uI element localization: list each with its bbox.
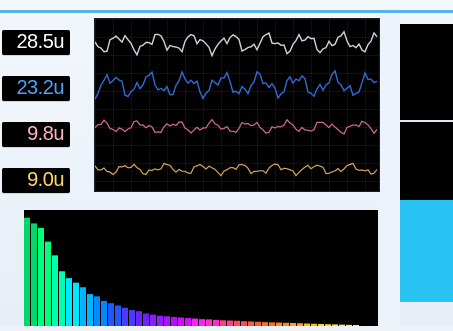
waveform-svg bbox=[95, 19, 379, 191]
spectrum-bar bbox=[206, 319, 212, 326]
spectrum-bar bbox=[269, 322, 275, 326]
spectrum-bar bbox=[115, 305, 121, 326]
spectrum-bar bbox=[192, 318, 198, 326]
trace-4 bbox=[95, 162, 378, 177]
spectrum-bar bbox=[108, 303, 114, 326]
spectrum-bar bbox=[304, 323, 310, 326]
waveform-panel[interactable] bbox=[94, 18, 380, 192]
trace-2 bbox=[95, 69, 378, 101]
right-meter-middle bbox=[400, 120, 453, 202]
spectrum-bar bbox=[171, 316, 177, 326]
channel-3-value: 9.8u bbox=[27, 123, 64, 145]
channel-1-label: 28.5u bbox=[2, 30, 70, 55]
spectrum-bar bbox=[66, 278, 72, 326]
spectrum-bar bbox=[318, 323, 324, 326]
spectrum-bar bbox=[24, 217, 30, 326]
spectrum-bar bbox=[346, 324, 352, 326]
spectrum-bar bbox=[38, 227, 44, 326]
spectrum-bar bbox=[297, 323, 303, 326]
channel-4-label: 9.0u bbox=[2, 168, 70, 193]
gutter bbox=[380, 14, 400, 326]
spectrum-bar bbox=[199, 319, 205, 326]
spectrum-bar bbox=[94, 296, 100, 326]
spectrum-bar bbox=[143, 313, 149, 326]
channel-3-label: 9.8u bbox=[2, 122, 70, 147]
spectrum-bar bbox=[52, 255, 58, 326]
spectrum-bar bbox=[157, 315, 163, 326]
spectrum-bar bbox=[185, 318, 191, 326]
spectrum-bar bbox=[241, 321, 247, 326]
spectrum-bar bbox=[31, 223, 37, 326]
spectrum-bar bbox=[262, 322, 268, 326]
spectrum-bar bbox=[45, 241, 51, 326]
waveform-grid bbox=[95, 19, 379, 191]
trace-3 bbox=[95, 118, 378, 135]
spectrum-bar bbox=[178, 317, 184, 326]
spectrum-bar bbox=[227, 320, 233, 326]
right-meter-bar bbox=[400, 200, 453, 302]
spectrum-bar bbox=[234, 320, 240, 326]
spectrum-bar bbox=[325, 324, 331, 326]
spectrum-bar bbox=[87, 294, 93, 326]
spectrum-bar bbox=[290, 323, 296, 326]
spectrum-bar bbox=[129, 310, 135, 326]
right-meter-top bbox=[400, 24, 453, 120]
spectrum-bar bbox=[248, 321, 254, 326]
spectrum-bar bbox=[136, 311, 142, 326]
channel-2-value: 23.2u bbox=[16, 77, 64, 99]
spectrum-bar bbox=[213, 319, 219, 326]
spectrum-bar bbox=[332, 324, 338, 326]
channel-1-value: 28.5u bbox=[16, 31, 64, 53]
spectrum-bar bbox=[73, 282, 79, 326]
spectrum-bar bbox=[283, 322, 289, 326]
spectrum-bar bbox=[59, 271, 65, 326]
spectrum-panel[interactable] bbox=[24, 210, 378, 326]
top-accent-line bbox=[0, 10, 453, 13]
spectrum-bar bbox=[311, 323, 317, 326]
spectrum-bar bbox=[150, 314, 156, 326]
spectrum-svg bbox=[24, 217, 359, 326]
spectrum-bar bbox=[80, 287, 86, 326]
channel-4-value: 9.0u bbox=[27, 169, 64, 191]
spectrum-bar bbox=[276, 322, 282, 326]
spectrum-bar bbox=[339, 324, 345, 326]
spectrum-bar bbox=[220, 320, 226, 326]
spectrum-bar bbox=[164, 316, 170, 326]
spectrum-bar bbox=[122, 307, 128, 326]
trace-1 bbox=[95, 30, 378, 58]
spectrum-bar bbox=[101, 300, 107, 326]
channel-2-label: 23.2u bbox=[2, 76, 70, 101]
spectrum-bar bbox=[255, 321, 261, 326]
